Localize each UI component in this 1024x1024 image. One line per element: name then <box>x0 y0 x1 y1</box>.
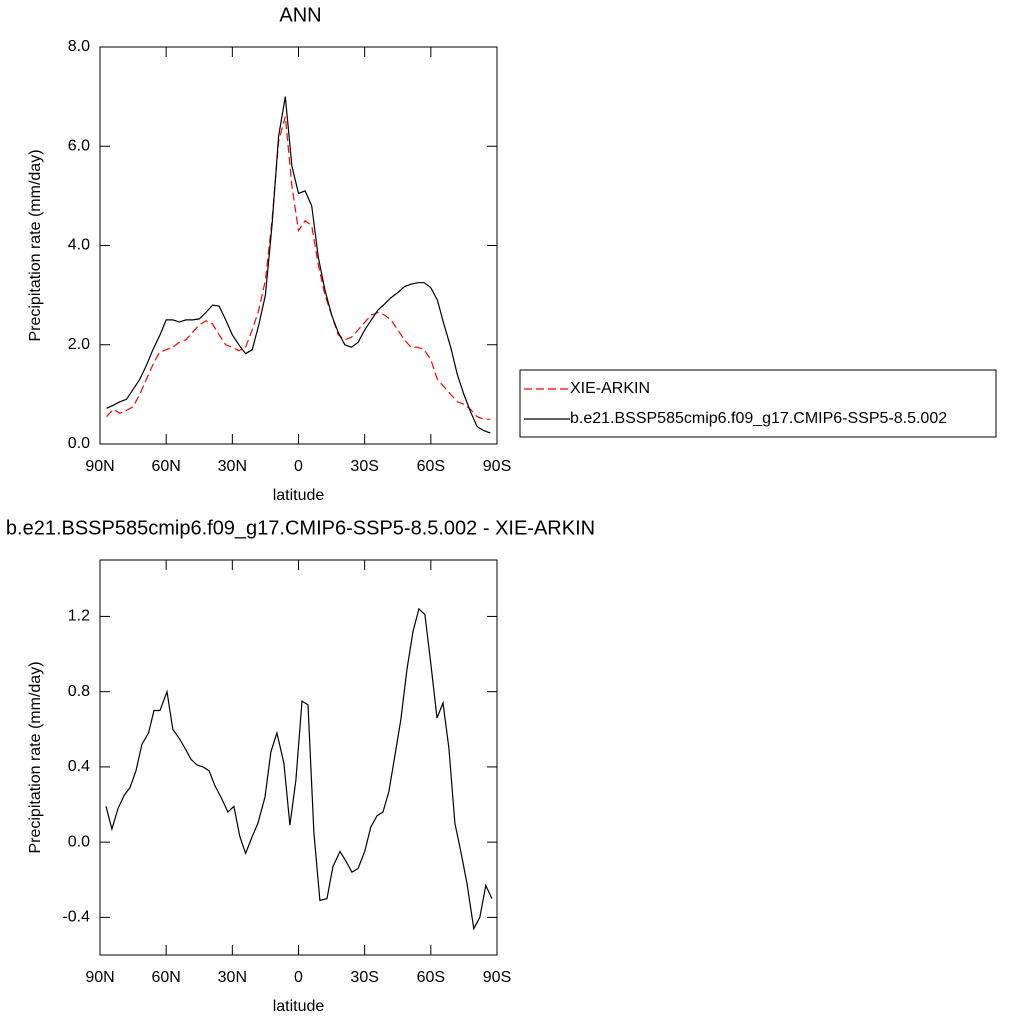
legend-box <box>519 369 997 438</box>
x-tick-label: 90S <box>483 969 511 986</box>
x-tick-label: 90N <box>85 969 114 986</box>
y-tick-label: 6.0 <box>68 137 90 154</box>
y-tick-label: 0.8 <box>68 683 90 700</box>
y-tick-label: 2.0 <box>68 336 90 353</box>
x-tick-label: 60N <box>151 458 180 475</box>
data-line <box>106 96 491 434</box>
x-tick-label: 90S <box>483 458 511 475</box>
x-tick-label: 60S <box>417 458 445 475</box>
legend-label: b.e21.BSSP585cmip6.f09_g17.CMIP6-SSP5-8.… <box>570 410 947 427</box>
y-tick-label: 4.0 <box>68 237 90 254</box>
x-tick-label: 0 <box>294 458 303 475</box>
x-tick-label: 60S <box>417 969 445 986</box>
y-axis-label: Precipitation rate (mm/day) <box>27 149 44 341</box>
plot-frame <box>99 46 498 445</box>
chart-title: b.e21.BSSP585cmip6.f09_g17.CMIP6-SSP5-8.… <box>6 517 595 539</box>
legend-label: XIE-ARKIN <box>570 380 650 397</box>
y-axis-label: Precipitation rate (mm/day) <box>27 661 44 853</box>
y-tick-label: 0.0 <box>68 833 90 850</box>
y-tick-label: 0.0 <box>68 435 90 452</box>
x-tick-label: 90N <box>85 458 114 475</box>
data-line <box>106 116 491 420</box>
y-tick-label: 0.4 <box>68 758 90 775</box>
x-tick-label: 60N <box>151 969 180 986</box>
x-axis-label: latitude <box>273 998 325 1015</box>
x-tick-label: 30N <box>218 458 247 475</box>
y-tick-label: 1.2 <box>68 608 90 625</box>
x-tick-label: 30S <box>350 458 378 475</box>
data-line <box>105 607 493 931</box>
x-axis-label: latitude <box>273 487 325 504</box>
y-tick-label: 8.0 <box>68 38 90 55</box>
x-tick-label: 0 <box>294 969 303 986</box>
y-tick-label: -0.4 <box>62 909 90 926</box>
x-tick-label: 30N <box>218 969 247 986</box>
chart-title: ANN <box>279 4 321 26</box>
x-tick-label: 30S <box>350 969 378 986</box>
plot-frame <box>99 559 498 956</box>
